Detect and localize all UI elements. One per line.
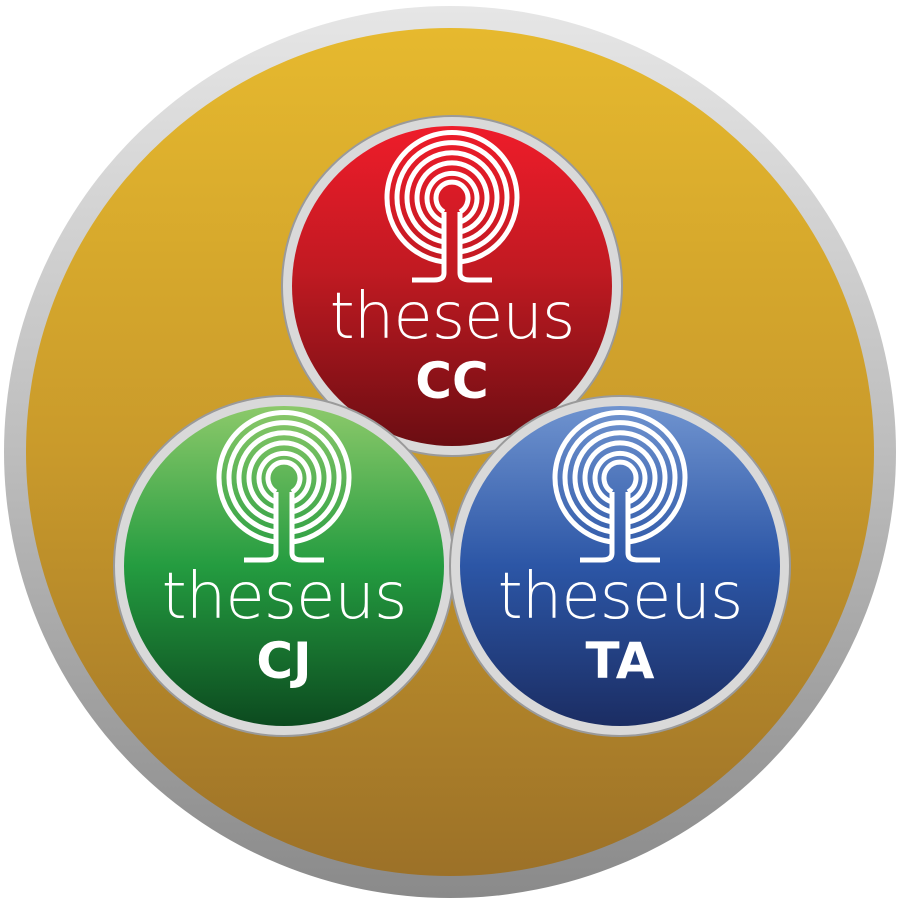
badge-code: CJ: [256, 632, 311, 690]
badge-name: theseus: [162, 560, 407, 634]
badge-code: TA: [586, 632, 655, 690]
badge-name: theseus: [498, 560, 743, 634]
badge-code: CC: [415, 352, 488, 410]
logo: theseusCCtheseusCJtheseusTA: [0, 0, 899, 901]
badge-name: theseus: [330, 280, 575, 354]
page: theseusCCtheseusCJtheseusTA (() => { con…: [0, 0, 899, 901]
